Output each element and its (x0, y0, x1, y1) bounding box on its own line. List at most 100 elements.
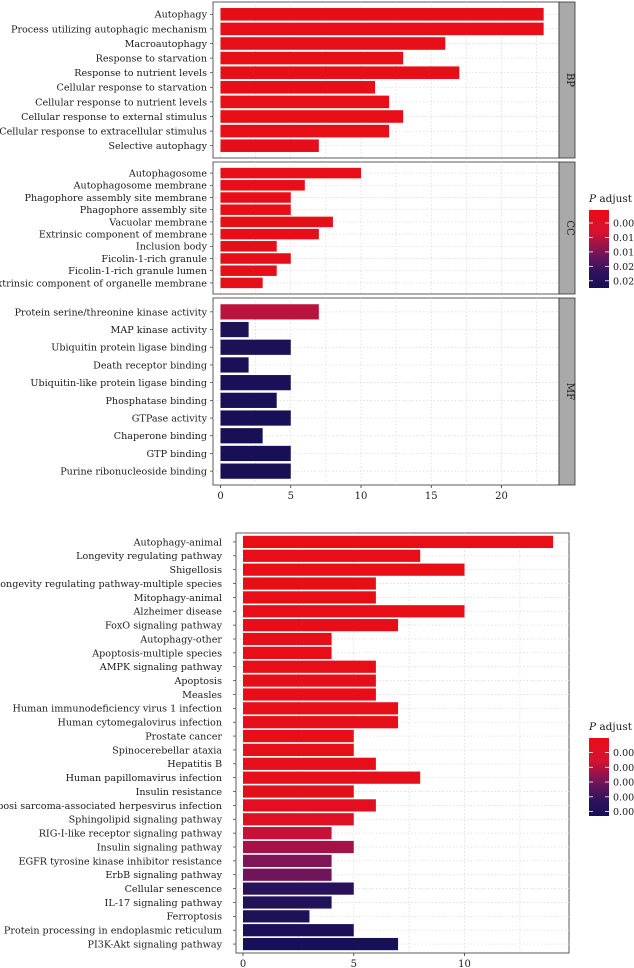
category-label: Shigellosis (170, 565, 223, 576)
bar (243, 799, 376, 812)
legend-tick-label: 0.001 (613, 748, 634, 759)
facet-mf: Protein serine/threonine kinase activity… (15, 297, 576, 486)
category-label: Longevity regulating pathway (76, 551, 222, 562)
category-label: Sphingolipid signaling pathway (69, 815, 223, 826)
category-label: FoxO signaling pathway (105, 621, 223, 632)
bar (243, 729, 354, 743)
category-label: Apoptosis-multiple species (91, 648, 222, 659)
bar (220, 463, 291, 479)
legend-tick-label: 0.010 (613, 233, 634, 244)
category-label: Cellular response to extracellular stimu… (0, 127, 207, 138)
bar (243, 924, 354, 937)
x-tick-label: 5 (288, 491, 294, 502)
category-label: Response to starvation (96, 54, 207, 65)
bar (243, 674, 376, 687)
x-tick-label: 0 (217, 491, 223, 502)
facet-strip (558, 297, 576, 486)
facet-strip (558, 1, 576, 159)
category-label: Macroautophagy (125, 39, 208, 50)
legend: P adjust 0.001 0.002 0.003 0.004 0.005 (588, 721, 634, 818)
x-tick-label: 5 (351, 959, 357, 968)
category-label: PI3K-Akt signaling pathway (88, 939, 223, 950)
x-tick-label: 0 (240, 959, 246, 968)
bar (243, 757, 376, 770)
category-label: Measles (182, 690, 222, 701)
go-chart: Autophagy Process utilizing autophagic me… (0, 1, 634, 502)
bar (220, 428, 263, 444)
category-label: Vacuolar membrane (108, 217, 207, 228)
bar (243, 827, 332, 840)
bar (243, 591, 376, 604)
facet-strip-label: MF (564, 383, 575, 400)
category-label: Ubiquitin-like protein ligase binding (30, 378, 207, 389)
bar (243, 743, 354, 757)
bar (243, 702, 399, 715)
x-axis: 0 5 10 (240, 953, 471, 968)
bar (243, 688, 376, 701)
legend-colorbar (589, 738, 609, 816)
bar (243, 577, 376, 590)
bar (220, 66, 460, 79)
category-label: Phagophore assembly site membrane (25, 193, 208, 204)
bar (220, 216, 333, 228)
category-label: Autophagosome (128, 169, 207, 180)
bar (220, 37, 446, 50)
category-label: Autophagy-other (139, 634, 222, 645)
bar (243, 605, 465, 618)
bar (220, 357, 249, 373)
bar (243, 771, 421, 784)
legend-colorbar (589, 210, 609, 288)
category-label: Apoptosis (173, 676, 222, 687)
legend-tick-label: 0.002 (613, 763, 634, 774)
category-label: Process utilizing autophagic mechanism (11, 24, 207, 35)
legend-title: P adjust (588, 193, 633, 205)
facet-strip-label: CC (564, 220, 575, 236)
facet-bp: Autophagy Process utilizing autophagic me… (0, 1, 576, 159)
category-label: Chaperone binding (114, 431, 207, 442)
category-label: Extrinsic component of membrane (39, 230, 207, 241)
legend-tick-label: 0.005 (613, 219, 634, 230)
category-label: Insulin resistance (136, 787, 223, 798)
category-label: Purine ribonucleoside binding (60, 467, 207, 478)
category-label: IL-17 signaling pathway (105, 898, 223, 909)
category-label: Extrinsic component of organelle membran… (0, 278, 207, 289)
category-label: AMPK signaling pathway (99, 662, 223, 673)
category-label: Protein serine/threonine kinase activity (15, 307, 208, 318)
bar (220, 410, 291, 426)
category-label: Inclusion body (136, 242, 208, 253)
bar (220, 253, 291, 264)
bar (220, 124, 390, 138)
bar (220, 167, 361, 179)
category-label: Death receptor binding (93, 360, 207, 371)
bar (243, 854, 332, 867)
category-label: Autophagy (154, 10, 208, 21)
x-axis: 0 5 10 15 20 (217, 485, 508, 502)
bar (220, 51, 404, 65)
bar (243, 910, 310, 923)
category-label: Human cytomegalovirus infection (58, 718, 222, 729)
bar (243, 646, 332, 659)
bar (243, 785, 354, 798)
bar (220, 228, 319, 240)
category-label: RIG-I-like receptor signaling pathway (39, 829, 223, 840)
bar (243, 882, 354, 895)
bar (220, 375, 291, 391)
bar (243, 716, 399, 729)
category-label: Phosphatase binding (105, 396, 207, 407)
x-tick-label: 15 (425, 491, 438, 502)
bar (220, 139, 319, 152)
category-label: Hepatitis B (167, 759, 222, 770)
bar (220, 339, 291, 355)
bar (220, 192, 291, 203)
bar (243, 619, 399, 632)
bar (243, 535, 554, 549)
bar (243, 549, 421, 562)
kegg-chart: Autophagy-animal Longevity regulating pat… (0, 532, 634, 968)
category-label: Cellular response to nutrient levels (35, 97, 207, 108)
bar (220, 22, 544, 36)
bar (220, 304, 319, 320)
category-label: Ferroptosis (167, 912, 223, 923)
x-tick-label: 10 (355, 491, 368, 502)
bar (220, 8, 544, 21)
legend-tick-label: 0.003 (613, 778, 634, 789)
